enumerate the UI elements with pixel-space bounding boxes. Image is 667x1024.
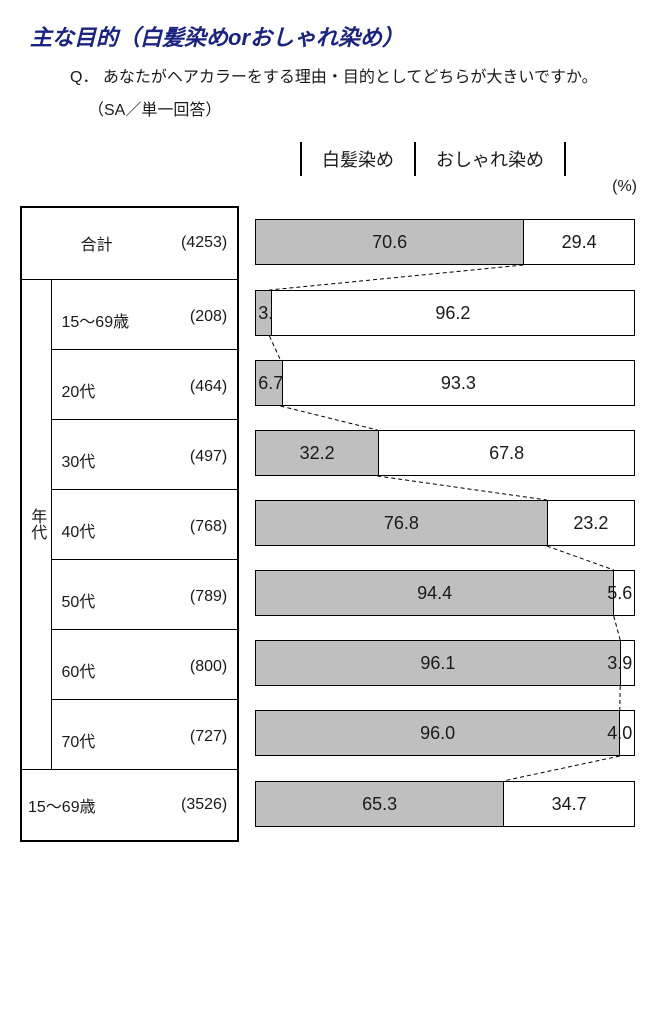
stacked-bar: 32.2 67.8 bbox=[255, 430, 635, 476]
legend-col2: おしゃれ染め bbox=[436, 146, 544, 172]
table-row: 15～69歳 (3526) bbox=[21, 769, 238, 841]
segment-value: 34.7 bbox=[552, 794, 587, 815]
question-sub: （SA／単一回答） bbox=[88, 96, 647, 120]
table-row: 60代 (800) bbox=[21, 629, 238, 699]
row-label: 40代 bbox=[51, 489, 171, 559]
stacked-bar: 6.7 93.3 bbox=[255, 360, 635, 406]
bar-segment-1: 94.4 bbox=[256, 571, 614, 615]
table-row: 30代 (497) bbox=[21, 419, 238, 489]
bar-row: 32.2 67.8 bbox=[255, 418, 647, 488]
bar-segment-1: 70.6 bbox=[256, 220, 524, 264]
stacked-bar: 3.8 96.2 bbox=[255, 290, 635, 336]
bar-row: 96.1 3.9 bbox=[255, 628, 647, 698]
row-label: 20代 bbox=[51, 349, 171, 419]
stacked-bar: 76.8 23.2 bbox=[255, 500, 635, 546]
bar-segment-1: 32.2 bbox=[256, 431, 379, 475]
stacked-bar: 96.0 4.0 bbox=[255, 710, 635, 756]
stacked-bar: 94.4 5.6 bbox=[255, 570, 635, 616]
bar-segment-2: 29.4 bbox=[524, 220, 634, 264]
table-row: 年代 15～69歳 (208) bbox=[21, 279, 238, 349]
bar-row: 3.8 96.2 bbox=[255, 278, 647, 348]
bar-segment-1: 65.3 bbox=[256, 782, 504, 826]
bar-segment-2: 5.6 bbox=[614, 571, 634, 615]
legend-col1: 白髪染め bbox=[322, 146, 394, 172]
segment-value: 96.0 bbox=[420, 723, 455, 744]
bar-segment-2: 4.0 bbox=[620, 711, 634, 755]
segment-value: 23.2 bbox=[573, 513, 608, 534]
row-n: (4253) bbox=[171, 207, 238, 279]
bar-segment-1: 76.8 bbox=[256, 501, 547, 545]
segment-value: 76.8 bbox=[384, 513, 419, 534]
bars-column: (%) 70.629.43.896.26.793.332.267.876.823… bbox=[255, 206, 647, 842]
bar-row: 76.8 23.2 bbox=[255, 488, 647, 558]
chart-body: 合計 (4253) 年代 15～69歳 (208) 20代 (464) 30代 … bbox=[20, 206, 647, 842]
question-text: Q． あなたがヘアカラーをする理由・目的としてどちらが大きいですか。 bbox=[70, 66, 647, 90]
row-n: (800) bbox=[171, 629, 238, 699]
segment-value: 65.3 bbox=[362, 794, 397, 815]
question-body: あなたがヘアカラーをする理由・目的としてどちらが大きいですか。 bbox=[103, 69, 598, 86]
row-label: 15～69歳 bbox=[51, 279, 171, 349]
bar-segment-2: 96.2 bbox=[272, 291, 635, 335]
stacked-bar: 70.6 29.4 bbox=[255, 219, 635, 265]
row-label: 15～69歳 bbox=[21, 769, 171, 841]
legend-separator bbox=[300, 142, 302, 176]
bar-segment-1: 6.7 bbox=[256, 361, 282, 405]
bar-segment-2: 34.7 bbox=[504, 782, 634, 826]
segment-value: 32.2 bbox=[300, 443, 335, 464]
table-row: 70代 (727) bbox=[21, 699, 238, 769]
bar-segment-2: 3.9 bbox=[621, 641, 635, 685]
bar-row: 70.6 29.4 bbox=[255, 206, 647, 278]
segment-value: 96.1 bbox=[420, 653, 455, 674]
bar-segment-2: 67.8 bbox=[379, 431, 634, 475]
table-row: 40代 (768) bbox=[21, 489, 238, 559]
stacked-bar: 65.3 34.7 bbox=[255, 781, 635, 827]
stacked-bar: 96.1 3.9 bbox=[255, 640, 635, 686]
segment-value: 4.0 bbox=[607, 723, 632, 744]
row-n: (727) bbox=[171, 699, 238, 769]
row-label: 60代 bbox=[51, 629, 171, 699]
unit-label: (%) bbox=[612, 178, 637, 196]
segment-value: 96.2 bbox=[435, 303, 470, 324]
row-n: (497) bbox=[171, 419, 238, 489]
bar-row: 94.4 5.6 bbox=[255, 558, 647, 628]
row-label: 合計 bbox=[21, 207, 171, 279]
legend-separator bbox=[564, 142, 566, 176]
bar-segment-2: 93.3 bbox=[283, 361, 635, 405]
legend: 白髪染め おしゃれ染め bbox=[280, 142, 647, 176]
row-n: (3526) bbox=[171, 769, 238, 841]
table-row: 20代 (464) bbox=[21, 349, 238, 419]
bar-row: 96.0 4.0 bbox=[255, 698, 647, 768]
segment-value: 29.4 bbox=[562, 232, 597, 253]
group-label: 年代 bbox=[21, 279, 51, 769]
segment-value: 67.8 bbox=[489, 443, 524, 464]
segment-value: 94.4 bbox=[417, 583, 452, 604]
category-table: 合計 (4253) 年代 15～69歳 (208) 20代 (464) 30代 … bbox=[20, 206, 239, 842]
segment-value: 93.3 bbox=[441, 373, 476, 394]
bar-segment-2: 23.2 bbox=[548, 501, 635, 545]
bar-row: 65.3 34.7 bbox=[255, 768, 647, 840]
bar-segment-1: 96.0 bbox=[256, 711, 620, 755]
segment-value: 3.9 bbox=[607, 653, 632, 674]
row-label: 70代 bbox=[51, 699, 171, 769]
bar-segment-1: 3.8 bbox=[256, 291, 271, 335]
bar-segment-1: 96.1 bbox=[256, 641, 620, 685]
bar-row: 6.7 93.3 bbox=[255, 348, 647, 418]
table-row: 合計 (4253) bbox=[21, 207, 238, 279]
row-n: (789) bbox=[171, 559, 238, 629]
segment-value: 70.6 bbox=[372, 232, 407, 253]
row-label: 30代 bbox=[51, 419, 171, 489]
row-n: (464) bbox=[171, 349, 238, 419]
chart-title: 主な目的（白髪染めorおしゃれ染め） bbox=[30, 20, 647, 52]
table-row: 50代 (789) bbox=[21, 559, 238, 629]
row-label: 50代 bbox=[51, 559, 171, 629]
segment-value: 6.7 bbox=[258, 373, 283, 394]
question-prefix: Q． bbox=[70, 69, 98, 86]
row-n: (768) bbox=[171, 489, 238, 559]
legend-separator bbox=[414, 142, 416, 176]
row-n: (208) bbox=[171, 279, 238, 349]
segment-value: 5.6 bbox=[607, 583, 632, 604]
